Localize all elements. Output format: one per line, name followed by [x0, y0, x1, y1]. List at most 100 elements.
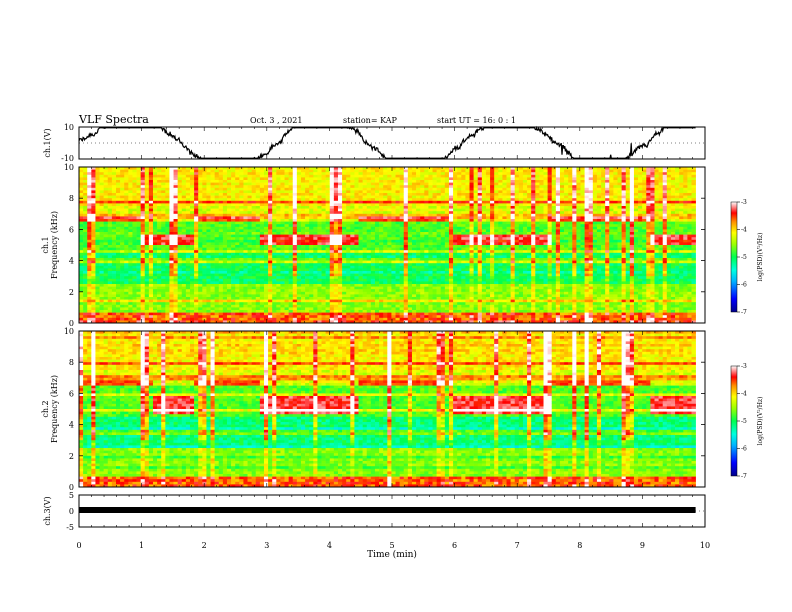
- spectrogram-cell: [317, 312, 322, 316]
- spectrogram-cell: [346, 286, 351, 290]
- spectrogram-cell: [346, 317, 351, 321]
- spectrogram-cell: [218, 312, 224, 316]
- spectrogram-cell: [144, 208, 150, 212]
- spectrogram-cell: [296, 245, 302, 248]
- spectrogram-cell: [362, 320, 368, 324]
- spectrogram-cell: [268, 252, 273, 256]
- spectrogram-cell: [358, 312, 363, 316]
- spectrogram-cell: [411, 268, 417, 272]
- spectrogram-cell: [284, 263, 289, 267]
- spectrogram-cell: [350, 294, 355, 298]
- spectrogram-cell: [333, 242, 339, 246]
- spectrogram-cell: [374, 312, 380, 316]
- spectrogram-cell: [272, 177, 277, 181]
- spectrogram-cell: [218, 237, 224, 241]
- spectrogram-cell: [407, 211, 413, 215]
- spectrogram-cell: [321, 307, 326, 311]
- spectrogram-cell: [370, 208, 376, 212]
- spectrogram-cell: [165, 169, 170, 173]
- spectrogram-cell: [222, 273, 228, 277]
- spectrogram-cell: [309, 180, 314, 183]
- spectrogram-cell: [194, 242, 199, 246]
- spectrogram-cell: [243, 294, 248, 298]
- spectrogram-cell: [144, 226, 150, 230]
- spectrogram-cell: [189, 260, 195, 264]
- spectrogram-cell: [280, 206, 285, 209]
- spectrogram-cell: [83, 260, 88, 264]
- spectrogram-cell: [99, 213, 104, 217]
- spectrogram-cell: [272, 302, 277, 306]
- spectrogram-cell: [247, 247, 252, 251]
- spectrogram-cell: [128, 315, 133, 319]
- spectrogram-cell: [251, 320, 257, 324]
- spectrogram-cell: [395, 208, 400, 212]
- spectrogram-cell: [305, 234, 310, 238]
- spectrogram-cell: [391, 258, 396, 261]
- spectrogram-cell: [231, 320, 236, 324]
- spectrogram-cell: [268, 273, 273, 277]
- spectrogram-cell: [148, 180, 154, 183]
- spectrogram-cell: [420, 182, 425, 186]
- spectrogram-cell: [255, 206, 261, 209]
- spectrogram-cell: [259, 187, 265, 191]
- spectrogram-cell: [346, 200, 351, 204]
- spectrogram-cell: [83, 195, 88, 199]
- spectrogram-cell: [350, 320, 355, 324]
- spectrogram-cell: [148, 211, 154, 215]
- spectrogram-cell: [321, 219, 326, 222]
- spectrogram-cell: [407, 224, 413, 228]
- spectrogram-cell: [83, 185, 88, 189]
- spectrogram-cell: [189, 271, 195, 274]
- spectrogram-cell: [128, 195, 133, 199]
- spectrogram-cell: [194, 258, 199, 261]
- spectrogram-cell: [87, 239, 92, 243]
- spectrogram-cell: [194, 185, 199, 189]
- spectrogram-cell: [263, 291, 269, 295]
- spectrogram-cell: [379, 284, 384, 287]
- spectrogram-cell: [379, 172, 384, 176]
- spectrogram-cell: [313, 276, 318, 280]
- spectrogram-cell: [226, 190, 232, 194]
- spectrogram-cell: [395, 172, 400, 176]
- spectrogram-cell: [161, 213, 166, 217]
- spectrogram-cell: [354, 258, 359, 261]
- spectrogram-cell: [157, 232, 162, 235]
- spectrogram-cell: [255, 185, 261, 189]
- spectrogram-cell: [300, 237, 306, 241]
- spectrogram-cell: [235, 211, 240, 215]
- spectrogram-cell: [165, 258, 170, 261]
- spectrogram-cell: [235, 294, 240, 298]
- spectrogram-cell: [206, 208, 211, 212]
- spectrogram-cell: [317, 315, 322, 319]
- spectrogram-cell: [342, 315, 347, 319]
- spectrogram-cell: [305, 180, 310, 183]
- spectrogram-cell: [280, 221, 285, 225]
- spectrogram-cell: [300, 219, 306, 222]
- spectrogram-cell: [366, 289, 372, 293]
- spectrogram-cell: [198, 221, 203, 225]
- spectrogram-cell: [185, 278, 191, 282]
- spectrogram-cell: [116, 302, 121, 306]
- spectrogram-cell: [284, 245, 289, 248]
- spectrogram-cell: [263, 307, 269, 311]
- spectrogram-cell: [128, 224, 133, 228]
- spectrogram-cell: [107, 320, 113, 324]
- spectrogram-cell: [79, 229, 84, 233]
- spectrogram-cell: [379, 216, 384, 220]
- spectrogram-cell: [272, 276, 277, 280]
- spectrogram-cell: [103, 273, 109, 277]
- spectrogram-cell: [124, 169, 129, 173]
- spectrogram-cell: [333, 276, 339, 280]
- spectrogram-cell: [387, 299, 392, 303]
- spectrogram-cell: [346, 237, 351, 241]
- spectrogram-cell: [383, 299, 388, 303]
- spectrogram-cell: [181, 312, 187, 316]
- spectrogram-cell: [173, 247, 178, 251]
- spectrogram-cell: [152, 239, 158, 243]
- spectrogram-cell: [333, 284, 339, 287]
- spectrogram-cell: [210, 224, 215, 228]
- spectrogram-cell: [91, 320, 96, 324]
- spectrogram-cell: [300, 208, 306, 212]
- spectrogram-cell: [136, 289, 141, 293]
- spectrogram-cell: [288, 304, 294, 308]
